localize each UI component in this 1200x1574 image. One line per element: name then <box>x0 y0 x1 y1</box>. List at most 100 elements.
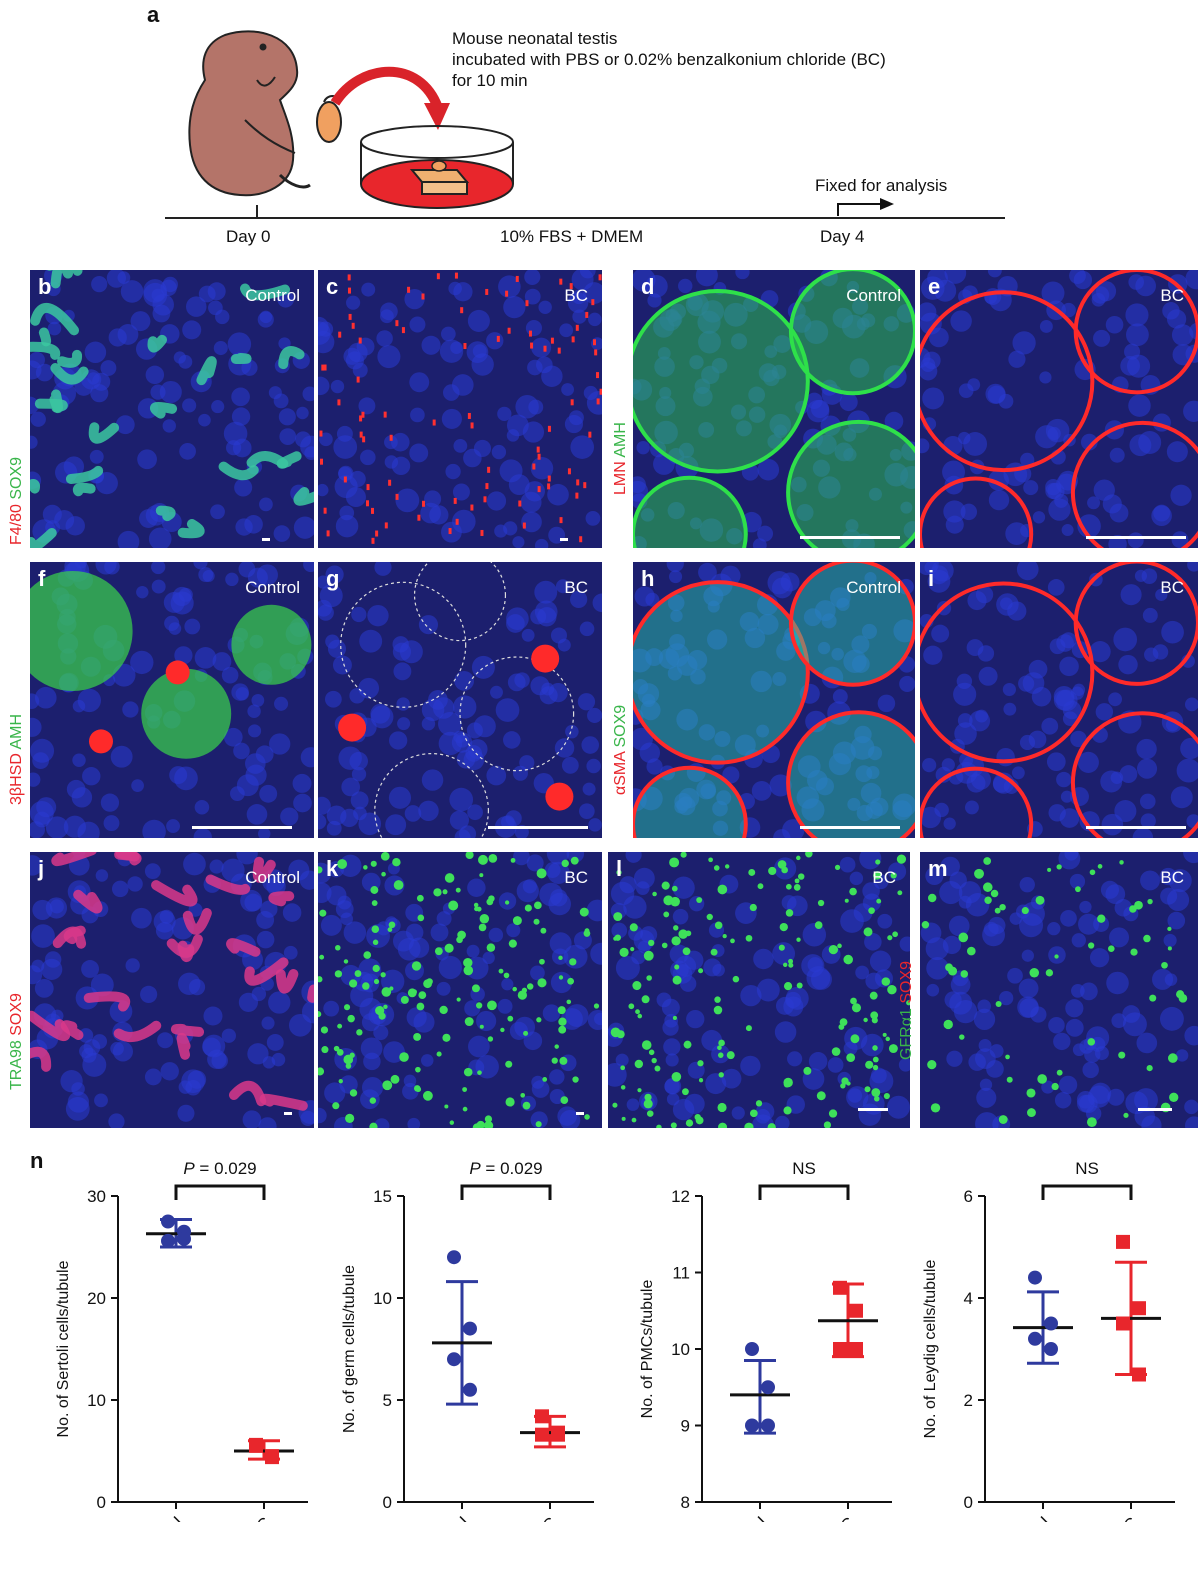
panel-letter-i: i <box>928 566 935 591</box>
y-tick-label: 20 <box>87 1289 106 1308</box>
panel-letter-m: m <box>928 856 948 881</box>
scale-bar-k <box>576 1112 584 1115</box>
timeline-axis <box>165 217 1005 219</box>
y-tick-label: 2 <box>964 1391 973 1410</box>
data-point-bc <box>1116 1234 1130 1249</box>
dot-plot-3: 8 9 10 11 12 No. of PMCs/tubule Control BC NS <box>639 1159 892 1522</box>
panel-condition-tag-e: BC <box>1160 286 1184 305</box>
micrograph-panel-b: b Control <box>30 270 314 548</box>
micrograph-panel-m: m BC <box>920 852 1198 1128</box>
data-point-bc <box>535 1409 549 1424</box>
significance-label: NS <box>1075 1159 1099 1178</box>
scale-bar-b <box>262 538 270 541</box>
panel-letter-c: c <box>326 274 339 299</box>
data-point-control <box>463 1382 477 1397</box>
scale-bar-f <box>192 826 292 829</box>
data-point-bc <box>849 1342 863 1356</box>
y-tick-label: 0 <box>964 1493 973 1512</box>
panel-condition-tag-b: Control <box>245 286 300 305</box>
timeline-day4-label: Day 4 <box>820 227 865 246</box>
data-point-bc <box>1132 1367 1146 1382</box>
data-point-bc <box>833 1280 847 1295</box>
scale-bar-g <box>488 826 588 829</box>
micrograph-image-d <box>633 270 915 548</box>
y-tick-label: 12 <box>671 1187 690 1206</box>
data-point-control <box>1044 1342 1058 1356</box>
micrograph-panel-c: c BC <box>318 270 602 548</box>
y-tick-label: 0 <box>383 1493 392 1512</box>
panel-letter-e: e <box>928 274 941 299</box>
significance-label: P = 0.029 <box>183 1159 256 1178</box>
significance-bracket <box>1041 1184 1133 1200</box>
data-point-control <box>447 1250 461 1265</box>
micrograph-panel-g: g BC <box>318 562 602 838</box>
panel-letter-l: l <box>616 856 623 881</box>
micrograph-image-e <box>920 270 1198 548</box>
micrograph-image-i <box>920 562 1198 838</box>
data-point-bc <box>551 1427 565 1442</box>
stain-label-row2-left: 3βHSD AMH <box>8 714 26 805</box>
timeline-tick-day0 <box>256 205 258 218</box>
y-tick-label: 30 <box>87 1187 106 1206</box>
y-axis-label: No. of Leydig cells/tubule <box>922 1260 939 1439</box>
stain-label-row3-left: TRA98 SOX9 <box>8 993 26 1090</box>
fixed-for-analysis-label: Fixed for analysis <box>815 176 948 195</box>
micrograph-image-f <box>30 562 314 838</box>
scale-bar-h <box>800 826 900 829</box>
panel-letter-k: k <box>326 856 339 881</box>
y-tick-label: 10 <box>671 1340 690 1359</box>
timeline-medium-label: 10% FBS + DMEM <box>500 227 644 246</box>
panel-a-letter: a <box>147 2 160 27</box>
data-point-bc <box>833 1342 847 1356</box>
x-tick-label-control: Control <box>719 1513 771 1522</box>
stain-sox9: SOX9 <box>8 456 25 500</box>
panel-letter-j: j <box>38 856 45 881</box>
stain-lmn: LMN <box>612 461 629 495</box>
panel-letter-d: d <box>641 274 655 299</box>
significance-bracket <box>758 1184 850 1200</box>
micrograph-panel-e: e BC <box>920 270 1198 548</box>
y-tick-label: 15 <box>373 1187 392 1206</box>
micrograph-image-h <box>633 562 915 838</box>
scale-bar-i <box>1086 826 1186 829</box>
scale-bar-e <box>1086 536 1186 539</box>
panel-condition-tag-k: BC <box>564 868 588 887</box>
panel-condition-tag-g: BC <box>564 578 588 597</box>
micrograph-panel-f: f Control <box>30 562 314 838</box>
fixed-arrow-icon <box>837 198 894 216</box>
x-tick-label-bc: BC <box>1112 1513 1142 1522</box>
data-point-bc <box>849 1303 863 1318</box>
culture-dish-illustration <box>360 125 514 209</box>
stain-label-row3-right: GFRα1 SOX9 <box>898 961 916 1060</box>
stain-gfra1: GFRα1 <box>898 1008 915 1060</box>
micrograph-image-k <box>318 852 602 1128</box>
scale-bar-j <box>284 1112 292 1115</box>
stain-amh-2: AMH <box>8 713 25 750</box>
panel-condition-tag-f: Control <box>245 578 300 597</box>
stain-f480: F4/80 <box>8 504 25 545</box>
panel-letter-b: b <box>38 274 52 299</box>
x-tick-label-control: Control <box>421 1513 473 1522</box>
micrograph-image-c <box>318 270 602 548</box>
data-point-control <box>161 1233 175 1248</box>
panel-condition-tag-h: Control <box>846 578 901 597</box>
stain-label-row1-right: LMN AMH <box>612 422 630 495</box>
x-tick-label-bc: BC <box>829 1513 859 1522</box>
data-point-control <box>761 1380 775 1395</box>
panel-condition-tag-d: Control <box>846 286 901 305</box>
panel-condition-tag-m: BC <box>1160 868 1184 887</box>
panel-letter-g: g <box>326 566 340 591</box>
desc-line-3: for 10 min <box>452 71 528 90</box>
data-point-control <box>745 1342 759 1356</box>
panel-n-letter: n <box>30 1148 44 1173</box>
panel-condition-tag-i: BC <box>1160 578 1184 597</box>
transfer-arrow-icon <box>330 66 450 130</box>
significance-bracket <box>174 1184 266 1200</box>
panel-a-description: Mouse neonatal testis incubated with PBS… <box>452 28 886 91</box>
desc-line-2: incubated with PBS or 0.02% benzalkonium… <box>452 50 886 69</box>
y-tick-label: 0 <box>97 1493 106 1512</box>
micrograph-panel-h: h Control <box>633 562 915 838</box>
micrograph-panel-d: d Control <box>633 270 915 548</box>
micrograph-panel-l: l BC <box>608 852 910 1128</box>
stain-sox9-4: SOX9 <box>898 960 915 1004</box>
